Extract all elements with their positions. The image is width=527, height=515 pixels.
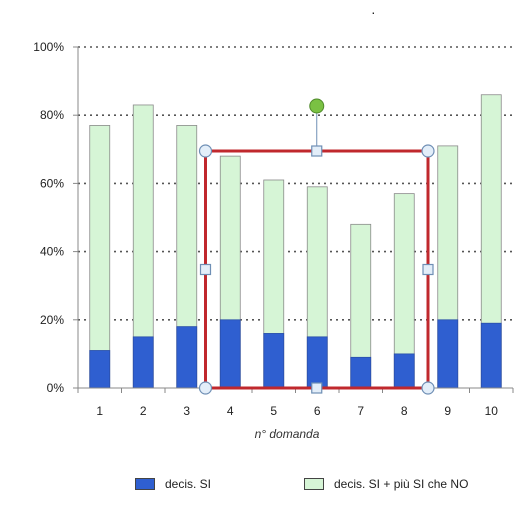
legend-item-decis-si: decis. SI [135, 477, 211, 491]
x-tick-label: 6 [314, 404, 321, 418]
legend-swatch-decis-si [135, 478, 155, 490]
edge-resize-handle [311, 145, 323, 157]
x-tick-label: 8 [401, 404, 408, 418]
selection-layer [198, 98, 435, 395]
x-tick-label: 4 [227, 404, 234, 418]
x-tick-label: 5 [270, 404, 277, 418]
legend-item-decis-si-piu: decis. SI + più SI che NO [304, 477, 468, 491]
bar-decis-si [219, 319, 241, 389]
edge-resize-handle [422, 263, 434, 276]
bar-decis-si [480, 322, 502, 389]
x-tick-label: 3 [183, 404, 190, 418]
bar-decis-si [263, 333, 285, 389]
y-tick-label: 100% [33, 40, 64, 54]
y-tick-label: 0% [47, 381, 65, 395]
bar-decis-si [89, 350, 111, 389]
bar-decis-si [393, 353, 415, 389]
y-tick-label: 80% [40, 108, 64, 122]
corner-resize-handle [198, 144, 213, 158]
bars-layer [89, 94, 502, 389]
x-axis-title: n° domanda [255, 427, 320, 441]
x-tick-label: 10 [485, 404, 499, 418]
x-tick-label: 2 [140, 404, 147, 418]
corner-resize-handle [198, 381, 213, 395]
x-tick-label: 7 [357, 404, 364, 418]
legend-label-decis-si-piu: decis. SI + più SI che NO [334, 477, 469, 491]
y-tick-label: 60% [40, 176, 64, 190]
legend-swatch-decis-si-piu [304, 478, 324, 490]
x-tick-label: 1 [96, 404, 103, 418]
bar-decis-si [176, 326, 198, 389]
bar-decis-si [350, 356, 372, 389]
edge-resize-handle [311, 382, 323, 394]
corner-resize-handle [421, 381, 435, 395]
corner-resize-handle [421, 144, 435, 158]
rotate-handle [309, 98, 325, 114]
y-tick-label: 40% [40, 245, 64, 259]
bar-decis-si [132, 336, 154, 389]
stray-mark: · [371, 4, 376, 20]
bar-si-piu-si [89, 125, 111, 389]
bar-decis-si [306, 336, 328, 389]
legend-label-decis-si: decis. SI [165, 477, 212, 491]
edge-resize-handle [199, 263, 212, 276]
bar-decis-si [437, 319, 459, 389]
y-tick-label: 20% [40, 313, 64, 327]
x-tick-label: 9 [444, 404, 451, 418]
